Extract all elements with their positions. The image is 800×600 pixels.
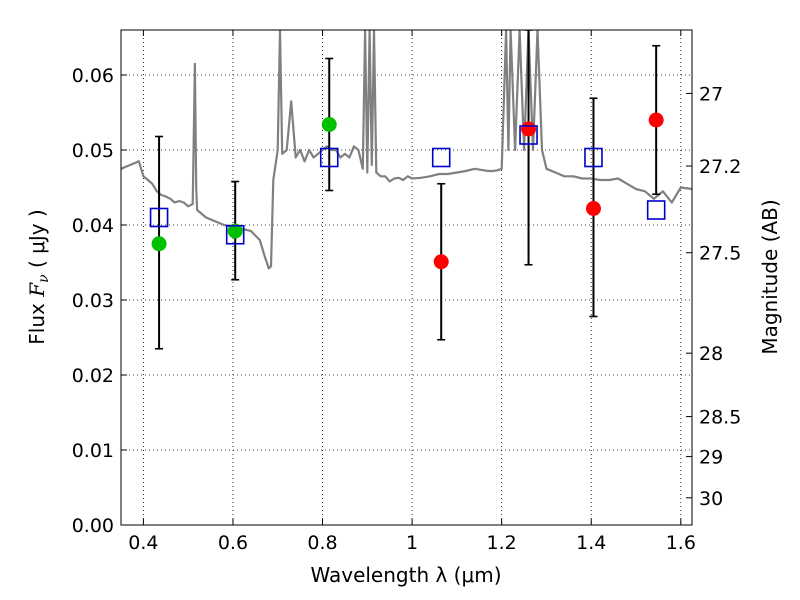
x-tick-label: 1 xyxy=(406,532,418,554)
axis-ticks: 0.4 0.6 0.8 1 1.2 1.4 1.6 0.00 0.01 0.02 0.03 0.04 0… xyxy=(72,30,741,554)
data-markers xyxy=(149,112,666,270)
x-tick-label: 0.4 xyxy=(128,532,158,554)
data-point-green xyxy=(151,236,167,252)
spectrum-series xyxy=(121,30,692,270)
model-point-square xyxy=(149,207,169,228)
model-point-square xyxy=(584,147,603,168)
y2-tick-label: 27.5 xyxy=(699,243,741,265)
error-bars xyxy=(155,30,661,350)
y-tick-label: 0.02 xyxy=(72,365,114,387)
x-tick-label: 1.4 xyxy=(576,532,606,554)
grid-lines xyxy=(121,30,692,525)
y2-tick-label: 29 xyxy=(699,447,723,469)
model-point-square xyxy=(225,224,245,245)
data-point-green xyxy=(321,117,337,132)
model-point-square xyxy=(431,147,451,168)
data-point-red xyxy=(521,121,537,137)
y-tick-label: 0.03 xyxy=(72,290,114,312)
x-tick-label: 0.8 xyxy=(307,532,337,554)
x-tick-label: 1.6 xyxy=(666,532,696,554)
data-point-red xyxy=(648,112,664,128)
spectrum-line xyxy=(121,30,692,270)
model-point-square xyxy=(319,147,339,168)
y-tick-label: 0.05 xyxy=(72,140,114,162)
data-point-green xyxy=(227,223,243,239)
y2-tick-label: 28 xyxy=(699,343,723,365)
y2-axis-title: Magnitude (AB) xyxy=(758,199,782,354)
y2-tick-label: 27 xyxy=(699,83,723,105)
y-tick-label: 0.01 xyxy=(72,440,114,462)
y-tick-label: 0.06 xyxy=(72,65,114,87)
x-tick-label: 1.2 xyxy=(487,532,517,554)
plot-frame xyxy=(120,29,693,526)
x-axis-title: Wavelength λ (μm) xyxy=(310,563,501,587)
data-point-red xyxy=(585,201,601,216)
y2-tick-label: 27.2 xyxy=(699,156,741,178)
model-point-square xyxy=(646,200,666,220)
y-tick-label: 0.00 xyxy=(72,515,114,537)
y-tick-label: 0.04 xyxy=(72,215,114,237)
x-tick-label: 0.6 xyxy=(218,532,248,554)
y2-tick-label: 30 xyxy=(699,488,723,510)
data-point-red xyxy=(433,254,449,270)
y2-tick-label: 28.5 xyxy=(699,407,741,429)
model-point-square xyxy=(519,125,538,145)
y-axis-title: Flux Fν ( μJy ) xyxy=(25,209,52,344)
